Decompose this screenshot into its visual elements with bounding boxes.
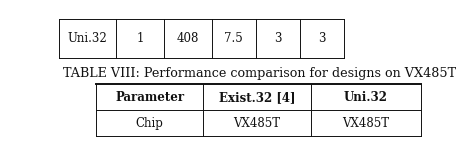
Text: VX485T: VX485T	[233, 117, 281, 130]
Text: Uni.32: Uni.32	[344, 91, 388, 104]
Text: Parameter: Parameter	[115, 91, 184, 104]
Text: 7.5: 7.5	[224, 32, 243, 45]
Text: VX485T: VX485T	[342, 117, 389, 130]
Text: 1: 1	[137, 32, 144, 45]
Text: 3: 3	[318, 32, 326, 45]
Text: Exist.32 [4]: Exist.32 [4]	[219, 91, 295, 104]
Text: 3: 3	[274, 32, 282, 45]
Text: Chip: Chip	[136, 117, 164, 130]
Text: 408: 408	[177, 32, 199, 45]
Text: TABLE VIII: Performance comparison for designs on VX485T: TABLE VIII: Performance comparison for d…	[63, 67, 456, 80]
Text: Uni.32: Uni.32	[68, 32, 108, 45]
